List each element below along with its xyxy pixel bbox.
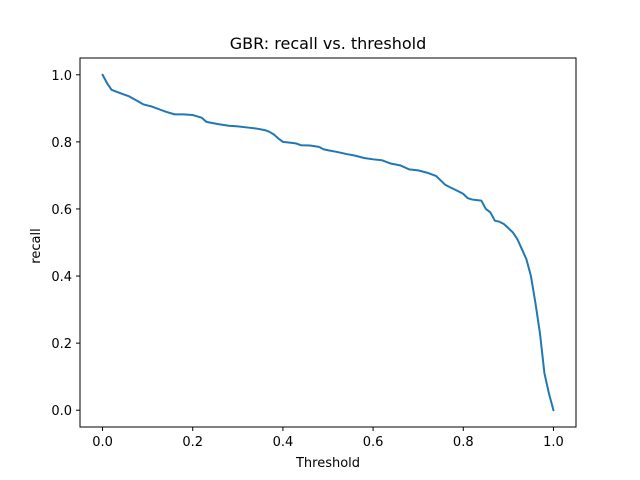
x-tick-label: 0.6 (363, 435, 384, 450)
y-tick-label: 0.0 (51, 404, 72, 419)
x-tick-label: 0.2 (182, 435, 203, 450)
plot-area (79, 57, 577, 428)
y-tick-label: 0.4 (51, 270, 72, 285)
x-tick-label: 0.8 (453, 435, 474, 450)
y-tick-label: 0.6 (51, 203, 72, 218)
recall-series-line (101, 73, 555, 412)
y-axis-label: recall (29, 228, 44, 263)
y-tick-label: 0.2 (51, 337, 72, 352)
y-axis-ticks: 0.0 0.2 0.4 0.6 0.8 1.0 (51, 69, 80, 419)
x-axis-label: Threshold (295, 456, 360, 471)
x-tick-label: 0.0 (92, 435, 113, 450)
y-tick-label: 1.0 (51, 69, 72, 84)
x-tick-label: 0.4 (273, 435, 294, 450)
x-axis-ticks: 0.0 0.2 0.4 0.6 0.8 1.0 (92, 427, 564, 450)
x-tick-label: 1.0 (543, 435, 564, 450)
y-tick-label: 0.8 (51, 136, 72, 151)
axes-frame (79, 57, 577, 428)
chart-title: GBR: recall vs. threshold (230, 34, 426, 53)
